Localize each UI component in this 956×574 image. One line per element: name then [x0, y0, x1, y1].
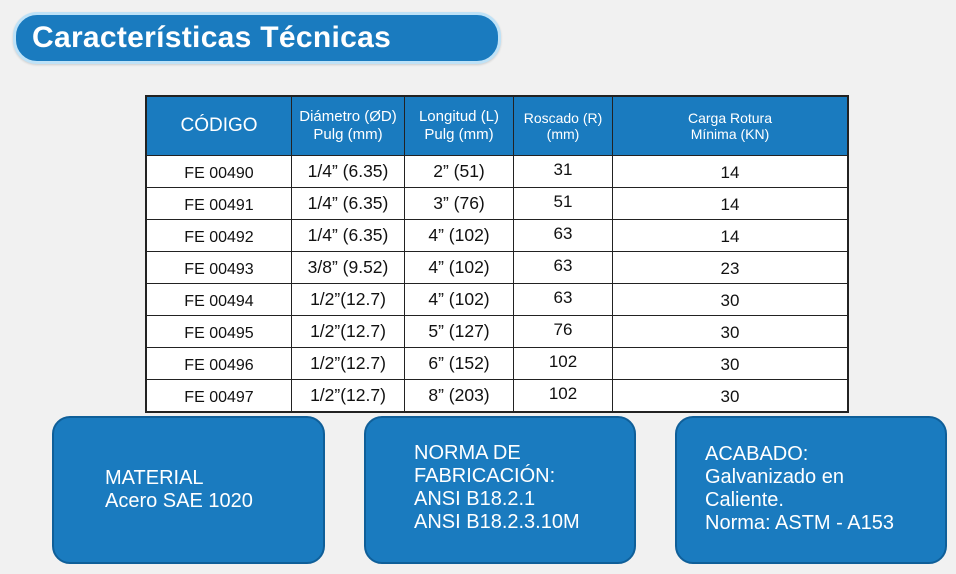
cell-load: 30: [612, 315, 849, 348]
cell-thread: 63: [513, 283, 613, 316]
table-row: FE 00496 1/2”(12.7) 6” (152) 102 30: [145, 347, 849, 380]
cell-load: 30: [612, 379, 849, 413]
column-header-load-line2: Mínima (KN): [690, 126, 770, 142]
finish-card-value-line2: Caliente.: [705, 489, 784, 511]
cell-load: 23: [612, 251, 849, 284]
cell-length: 4” (102): [404, 219, 514, 252]
cell-length: 5” (127): [404, 315, 514, 348]
column-header-load: Carga Rotura Mínima (KN): [612, 95, 849, 156]
cell-diameter: 3/8” (9.52): [291, 251, 405, 284]
column-header-diameter: Diámetro (ØD) Pulg (mm): [291, 95, 405, 156]
table-row: FE 00490 1/4” (6.35) 2” (51) 31 14: [145, 155, 849, 188]
table-row: FE 00497 1/2”(12.7) 8” (203) 102 30: [145, 379, 849, 413]
cell-code: FE 00494: [145, 283, 292, 316]
column-header-length-line2: Pulg (mm): [424, 126, 494, 143]
cell-thread: 63: [513, 219, 613, 252]
cell-thread: 102: [513, 379, 613, 413]
cell-length: 2” (51): [404, 155, 514, 188]
cell-thread: 76: [513, 315, 613, 348]
page-title: Características Técnicas: [13, 12, 501, 64]
standard-card-title-line2: FABRICACIÓN:: [414, 465, 556, 487]
cell-diameter: 1/2”(12.7): [291, 315, 405, 348]
column-header-thread-line2: (mm): [546, 126, 580, 142]
column-header-length-line1: Longitud (L): [418, 108, 500, 125]
standard-card-value-1: ANSI B18.2.1: [414, 488, 536, 510]
table-header-row: CÓDIGO Diámetro (ØD) Pulg (mm) Longitud …: [145, 95, 849, 156]
cell-thread: 102: [513, 347, 613, 380]
cell-load: 14: [612, 187, 849, 220]
cell-code: FE 00491: [145, 187, 292, 220]
column-header-thread: Roscado (R) (mm): [513, 95, 613, 156]
cell-diameter: 1/4” (6.35): [291, 187, 405, 220]
cell-code: FE 00490: [145, 155, 292, 188]
material-card-value: Acero SAE 1020: [105, 490, 253, 512]
cell-thread: 51: [513, 187, 613, 220]
column-header-load-line1: Carga Rotura: [687, 110, 773, 126]
standard-card-title-line1: NORMA DE: [414, 442, 521, 464]
material-card: MATERIAL Acero SAE 1020: [52, 416, 325, 564]
finish-card: ACABADO: Galvanizado en Caliente. Norma:…: [675, 416, 947, 564]
column-header-code: CÓDIGO: [145, 95, 292, 156]
cell-diameter: 1/2”(12.7): [291, 283, 405, 316]
cell-length: 4” (102): [404, 251, 514, 284]
finish-card-title: ACABADO:: [705, 443, 809, 465]
specs-table: CÓDIGO Diámetro (ØD) Pulg (mm) Longitud …: [145, 95, 849, 413]
table-row: FE 00495 1/2”(12.7) 5” (127) 76 30: [145, 315, 849, 348]
cell-code: FE 00492: [145, 219, 292, 252]
cell-length: 3” (76): [404, 187, 514, 220]
manufacturing-standard-card: NORMA DE FABRICACIÓN: ANSI B18.2.1 ANSI …: [364, 416, 636, 564]
cell-code: FE 00496: [145, 347, 292, 380]
table-row: FE 00494 1/2”(12.7) 4” (102) 63 30: [145, 283, 849, 316]
table-row: FE 00493 3/8” (9.52) 4” (102) 63 23: [145, 251, 849, 284]
cell-diameter: 1/4” (6.35): [291, 219, 405, 252]
column-header-length: Longitud (L) Pulg (mm): [404, 95, 514, 156]
cell-length: 6” (152): [404, 347, 514, 380]
cell-load: 30: [612, 283, 849, 316]
cell-diameter: 1/2”(12.7): [291, 347, 405, 380]
cell-code: FE 00497: [145, 379, 292, 413]
finish-card-standard: Norma: ASTM - A153: [705, 512, 894, 534]
column-header-diameter-line2: Pulg (mm): [313, 126, 383, 143]
cell-code: FE 00493: [145, 251, 292, 284]
table-row: FE 00491 1/4” (6.35) 3” (76) 51 14: [145, 187, 849, 220]
cell-load: 14: [612, 155, 849, 188]
cell-load: 14: [612, 219, 849, 252]
cell-thread: 63: [513, 251, 613, 284]
column-header-diameter-line1: Diámetro (ØD): [299, 108, 397, 125]
material-card-title: MATERIAL: [105, 467, 204, 489]
cell-diameter: 1/4” (6.35): [291, 155, 405, 188]
cell-thread: 31: [513, 155, 613, 188]
standard-card-value-2: ANSI B18.2.3.10M: [414, 511, 580, 533]
column-header-code-label: CÓDIGO: [180, 115, 258, 136]
column-header-thread-line1: Roscado (R): [523, 110, 603, 126]
cell-length: 8” (203): [404, 379, 514, 413]
cell-length: 4” (102): [404, 283, 514, 316]
table-row: FE 00492 1/4” (6.35) 4” (102) 63 14: [145, 219, 849, 252]
cell-diameter: 1/2”(12.7): [291, 379, 405, 413]
cell-load: 30: [612, 347, 849, 380]
finish-card-value-line1: Galvanizado en: [705, 466, 844, 488]
cell-code: FE 00495: [145, 315, 292, 348]
